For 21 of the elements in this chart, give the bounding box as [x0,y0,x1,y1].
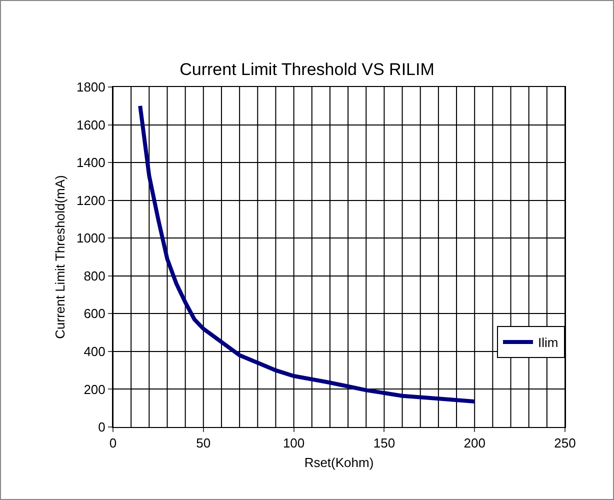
y-tick-label: 0 [98,420,106,435]
y-tick-label: 1000 [76,230,106,246]
x-tick-label: 100 [282,436,305,451]
x-tick-label: 250 [554,436,576,451]
line-series [138,104,477,404]
y-tick-label: 1600 [76,117,106,132]
chart-title: Current Limit Threshold VS RILIM [180,60,434,80]
y-tick-label: 600 [84,306,106,322]
x-tick-label: 200 [464,436,486,451]
legend-label: Ilim [538,335,558,350]
x-tick-label: 50 [196,436,211,451]
x-tick-label: 150 [373,436,396,451]
y-tick-label: 1800 [76,80,106,95]
y-axis-title: Current Limit Threshold(mA) [52,175,68,339]
y-tick-label: 800 [84,268,106,284]
x-tick-label: 0 [109,436,117,451]
y-tick-label: 400 [84,344,106,359]
y-tick-label: 200 [84,382,106,397]
y-tick-label: 1200 [76,192,106,208]
y-tick-label: 1400 [76,155,106,170]
x-axis-title: Rset(Kohm) [304,455,374,470]
